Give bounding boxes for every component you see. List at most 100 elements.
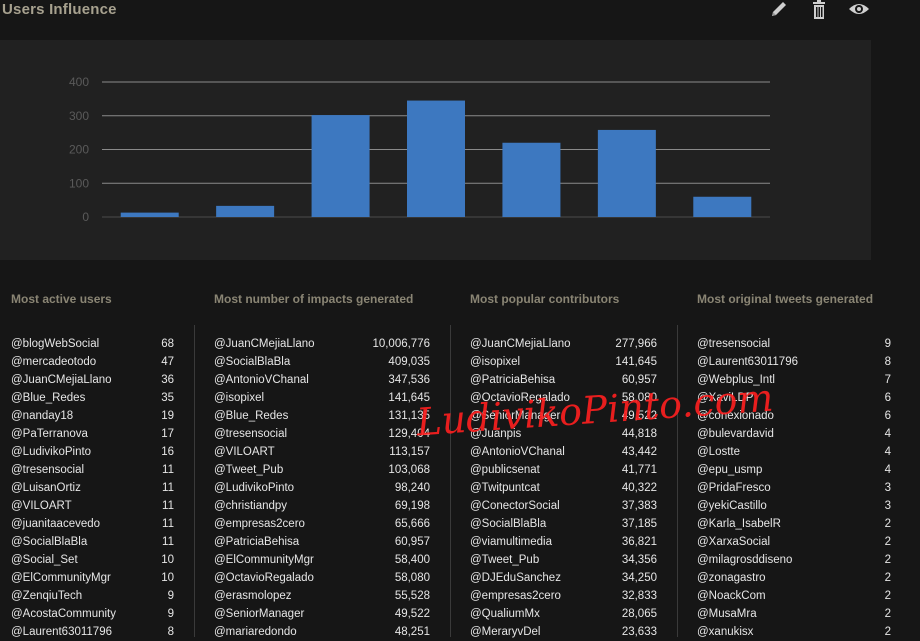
username-link[interactable]: @MeraryvDel	[470, 626, 541, 638]
username-link[interactable]: @christiandpy	[214, 500, 288, 512]
username-link[interactable]: @bulevardavid	[697, 428, 774, 440]
username-link[interactable]: @AntonioVChanal	[214, 374, 309, 386]
list-item: @milagrosddiseno 2	[697, 551, 891, 569]
username-link[interactable]: @tresensocial	[697, 338, 771, 350]
username-link[interactable]: @Laurent63011796	[697, 356, 798, 368]
username-link[interactable]: @SeniorManager	[214, 608, 305, 620]
username-link[interactable]: @xanukisx	[697, 626, 754, 638]
metric-value: 60,957	[394, 536, 430, 548]
username-link[interactable]: @isopixel	[470, 356, 521, 368]
username-link[interactable]: @QualiumMx	[470, 608, 540, 620]
username-link[interactable]: @JuanCMejiaLlano	[470, 338, 571, 350]
username-link[interactable]: @zonagastro	[697, 572, 766, 584]
username-link[interactable]: @SocialBlaBla	[214, 356, 291, 368]
username-link[interactable]: @LudivikoPinto	[11, 446, 92, 458]
bar[interactable]	[407, 100, 465, 217]
username-link[interactable]: @empresas2cero	[470, 590, 561, 602]
username-link[interactable]: @empresas2cero	[214, 518, 305, 530]
username-link[interactable]: @conexionado	[697, 410, 774, 422]
bar[interactable]	[693, 196, 752, 217]
list-item: @LudivikoPinto 16	[11, 443, 174, 461]
username-link[interactable]: @PridaFresco	[697, 482, 771, 494]
metric-value: 131,135	[388, 410, 430, 422]
username-link[interactable]: @juanitaacevedo	[11, 518, 101, 530]
username-link[interactable]: @mercadeotodo	[11, 356, 97, 368]
username-link[interactable]: @ZenqiuTech	[11, 590, 83, 602]
username-link[interactable]: @milagrosddiseno	[697, 554, 793, 566]
username-link[interactable]: @AntonioVChanal	[470, 446, 565, 458]
list-item: @LuisanOrtiz 11	[11, 479, 174, 497]
username-link[interactable]: @isopixel	[214, 392, 265, 404]
column-heading: Most popular contributors	[470, 292, 620, 306]
username-link[interactable]: @DJEduSanchez	[470, 572, 561, 584]
username-link[interactable]: @JuanCMejiaLlano	[214, 338, 315, 350]
list-item: @Webplus_Intl 7	[697, 371, 891, 389]
pencil-icon[interactable]	[768, 0, 790, 20]
username-link[interactable]: @Juanpis	[470, 428, 522, 440]
username-link[interactable]: @Blue_Redes	[214, 410, 289, 422]
metric-value: 10	[161, 572, 174, 584]
trash-icon[interactable]	[808, 0, 830, 20]
username-link[interactable]: @SeniorManager	[470, 410, 561, 422]
username-link[interactable]: @Twitpuntcat	[470, 482, 540, 494]
username-link[interactable]: @Blue_Redes	[11, 392, 86, 404]
eye-icon[interactable]	[848, 0, 870, 20]
username-link[interactable]: @PatriciaBehisa	[214, 536, 300, 548]
username-link[interactable]: @PatriciaBehisa	[470, 374, 556, 386]
metric-value: 2	[884, 554, 891, 566]
metric-value: 9	[884, 338, 891, 350]
list-item: @OctavioRegalado 58,080	[214, 569, 430, 587]
username-link[interactable]: @ElCommunityMgr	[11, 572, 111, 584]
username-link[interactable]: @Webplus_Intl	[697, 374, 775, 386]
username-link[interactable]: @LuisanOrtiz	[11, 482, 81, 494]
username-link[interactable]: @XarxaSocial	[697, 536, 771, 548]
username-link[interactable]: @SocialBlaBla	[470, 518, 547, 530]
list-item: @empresas2cero 32,833	[470, 587, 657, 605]
metric-value: 6	[884, 392, 891, 404]
username-link[interactable]: @publicsenat	[470, 464, 540, 476]
metric-value: 4	[884, 428, 891, 440]
username-link[interactable]: @tresensocial	[214, 428, 288, 440]
bar[interactable]	[311, 115, 370, 217]
bar[interactable]	[120, 212, 179, 217]
metric-value: 34,250	[621, 572, 657, 584]
username-link[interactable]: @viamultimedia	[470, 536, 552, 548]
metric-value: 3	[884, 500, 891, 512]
username-link[interactable]: @JuanCMejiaLlano	[11, 374, 112, 386]
username-link[interactable]: @PaTerranova	[11, 428, 88, 440]
username-link[interactable]: @Laurent63011796	[11, 626, 112, 638]
username-link[interactable]: @Karla_IsabelR	[697, 518, 781, 530]
bar[interactable]	[597, 129, 656, 217]
username-link[interactable]: @VILOART	[11, 500, 72, 512]
username-link[interactable]: @tresensocial	[11, 464, 85, 476]
username-link[interactable]: @MusaMra	[697, 608, 757, 620]
username-link[interactable]: @ConectorSocial	[470, 500, 560, 512]
list-item: @Tweet_Pub 34,356	[470, 551, 657, 569]
username-link[interactable]: @Tweet_Pub	[470, 554, 540, 566]
username-link[interactable]: @nanday18	[11, 410, 74, 422]
username-link[interactable]: @Social_Set	[11, 554, 78, 566]
username-link[interactable]: @blogWebSocial	[11, 338, 100, 350]
username-link[interactable]: @ElCommunityMgr	[214, 554, 314, 566]
bar[interactable]	[502, 142, 561, 217]
list-item: @bulevardavid 4	[697, 425, 891, 443]
username-link[interactable]: @Lostte	[697, 446, 741, 458]
username-link[interactable]: @OctavioRegalado	[470, 392, 570, 404]
username-link[interactable]: @epu_usmp	[697, 464, 763, 476]
username-link[interactable]: @AcostaCommunity	[11, 608, 116, 620]
username-link[interactable]: @erasmolopez	[214, 590, 292, 602]
users-list: @JuanCMejiaLlano 10,006,776 @SocialBlaBla 4…	[214, 335, 430, 641]
username-link[interactable]: @SocialBlaBla	[11, 536, 88, 548]
username-link[interactable]: @yekiCastillo	[697, 500, 767, 512]
username-link[interactable]: @VILOART	[214, 446, 275, 458]
list-item: @DJEduSanchez 34,250	[470, 569, 657, 587]
username-link[interactable]: @OctavioRegalado	[214, 572, 314, 584]
username-link[interactable]: @Tweet_Pub	[214, 464, 284, 476]
list-item: @yekiCastillo 3	[697, 497, 891, 515]
username-link[interactable]: @mariaredondo	[214, 626, 297, 638]
username-link[interactable]: @LudivikoPinto	[214, 482, 295, 494]
username-link[interactable]: @XaviLDP	[697, 392, 754, 404]
username-link[interactable]: @NoackCom	[697, 590, 766, 602]
list-item: @viamultimedia 36,821	[470, 533, 657, 551]
bar[interactable]	[216, 205, 275, 217]
